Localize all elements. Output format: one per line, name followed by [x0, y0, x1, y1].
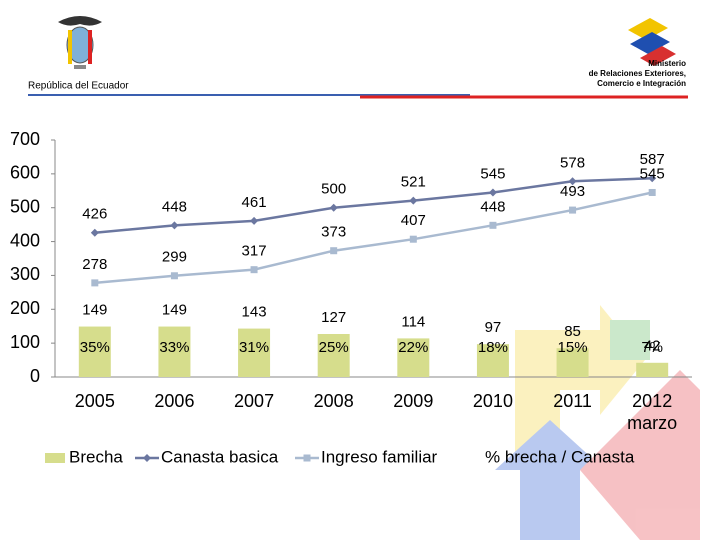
- data-label: 426: [82, 206, 107, 223]
- x-tick-label: 2007: [234, 391, 275, 411]
- background-arrows: [495, 305, 700, 540]
- legend-label: Brecha: [69, 447, 123, 466]
- bar: [397, 338, 430, 377]
- x-tick-label: 2012 marzo: [627, 391, 678, 433]
- ecuador-emblem: [58, 16, 102, 69]
- data-label: 587: [640, 151, 665, 168]
- y-tick-label: 600: [10, 163, 40, 183]
- data-label: 461: [242, 194, 267, 211]
- legend-marker: [143, 454, 151, 462]
- data-label: 114: [401, 313, 425, 330]
- marker: [91, 279, 99, 287]
- data-label: 373: [321, 224, 346, 241]
- marker: [250, 216, 259, 225]
- data-label: 521: [401, 174, 426, 191]
- header-right: de Relaciones Exteriores,: [589, 69, 686, 78]
- y-tick-label: 300: [10, 264, 40, 284]
- data-label: 149: [82, 302, 107, 319]
- x-tick-label: 2010: [472, 391, 513, 411]
- data-label: 278: [82, 256, 107, 273]
- y-tick-label: 200: [10, 298, 40, 318]
- data-label: 448: [480, 198, 505, 215]
- data-label: 493: [560, 183, 585, 200]
- line: [94, 191, 653, 285]
- legend-swatch: [45, 453, 65, 463]
- bar: [556, 348, 589, 377]
- data-label: 31%: [239, 339, 269, 356]
- marker: [489, 221, 497, 229]
- x-tick-label: 2008: [313, 391, 354, 411]
- ministry-logo: [628, 18, 676, 66]
- x-tick-label: 2006: [154, 391, 195, 411]
- bar: [78, 326, 111, 377]
- x-tick-label: 2011: [553, 391, 592, 411]
- marker: [648, 174, 657, 183]
- x-tick-label: 2005: [74, 391, 115, 411]
- marker: [569, 206, 577, 214]
- header-right: Ministerio: [648, 59, 686, 68]
- data-label: 127: [321, 309, 346, 326]
- data-label: 22%: [398, 339, 428, 356]
- data-label: 97: [485, 319, 502, 336]
- marker: [488, 188, 497, 197]
- marker: [170, 272, 178, 280]
- y-tick-label: 400: [10, 230, 40, 250]
- data-label: 35%: [80, 339, 110, 356]
- legend-marker: [303, 454, 311, 462]
- data-label: 299: [162, 249, 187, 266]
- y-tick-label: 0: [30, 366, 40, 386]
- data-label: 18%: [478, 339, 508, 356]
- data-label: 578: [560, 154, 585, 171]
- data-label: 15%: [558, 339, 588, 356]
- data-label: 317: [242, 243, 267, 260]
- marker: [568, 177, 577, 186]
- bar: [238, 328, 271, 377]
- data-label: 407: [401, 212, 426, 229]
- marker: [409, 235, 417, 243]
- y-tick-label: 500: [10, 196, 40, 216]
- data-label: 448: [162, 198, 187, 215]
- data-label: 149: [162, 302, 187, 319]
- marker: [170, 221, 179, 230]
- data-label: 25%: [319, 339, 349, 356]
- bar: [476, 344, 509, 377]
- data-label: 545: [640, 165, 665, 182]
- legend-label: Ingreso familiar: [321, 447, 438, 466]
- header-right: Comercio e Integración: [597, 79, 686, 88]
- marker: [409, 196, 418, 205]
- data-label: 7%: [641, 339, 663, 356]
- header-left: República del Ecuador: [28, 81, 129, 92]
- bar: [636, 362, 669, 377]
- data-label: 500: [321, 181, 346, 198]
- marker: [250, 266, 258, 274]
- data-label: 545: [480, 165, 505, 182]
- data-label: 85: [564, 323, 581, 340]
- marker: [90, 228, 99, 237]
- data-label: 33%: [159, 339, 189, 356]
- data-label: 42: [644, 338, 661, 355]
- marker: [330, 247, 338, 255]
- bar: [317, 334, 350, 377]
- data-label: 143: [242, 304, 267, 321]
- x-tick-label: 2009: [393, 391, 434, 411]
- y-tick-label: 100: [10, 332, 40, 352]
- y-tick-label: 700: [10, 129, 40, 149]
- bar: [158, 326, 191, 377]
- legend-label: % brecha / Canasta: [485, 447, 635, 466]
- line: [94, 177, 653, 235]
- marker: [648, 188, 656, 196]
- marker: [329, 203, 338, 212]
- legend-label: Canasta basica: [161, 447, 279, 466]
